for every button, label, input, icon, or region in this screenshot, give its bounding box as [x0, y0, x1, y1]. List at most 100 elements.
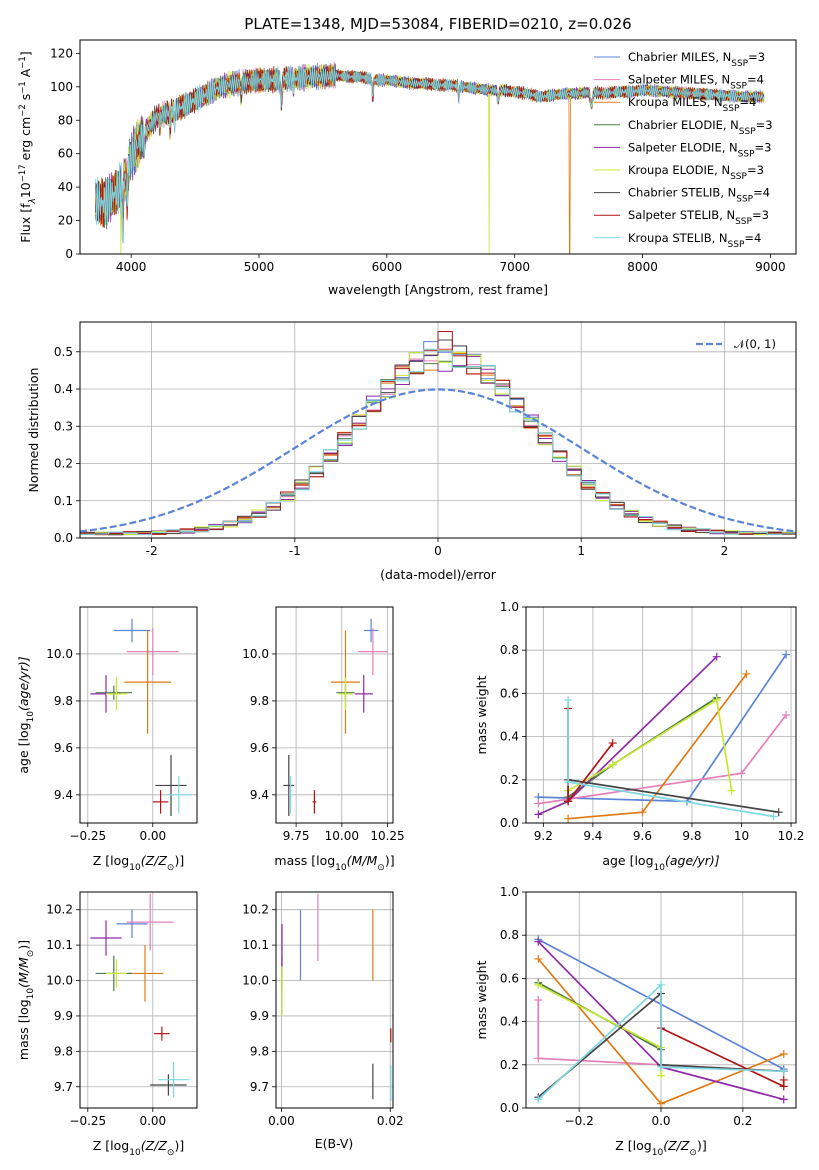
y-tick-label: 0.0 [500, 816, 519, 830]
x-tick-label: 7000 [499, 260, 530, 274]
x-axis-label: E(B-V) [315, 1136, 354, 1151]
y-axis-label-part: λ [28, 198, 38, 204]
z-weight-panel: −0.2 0.0 0.2 0.0 0.2 0.4 0.6 0.8 1.0 Z [log10(Z/Z… [474, 885, 797, 1158]
z-mass-panel: −0.25 0.009.79.89.910.010.110.2Z [log10(Z… [16, 891, 198, 1158]
ticks [272, 909, 391, 1112]
legend-entry: Salpeter MILES, NSSP=4 [628, 73, 764, 92]
x-axis-label-part: (Z/Z [141, 1138, 168, 1153]
x-axis-label: Z [log10(Z/Z⊙)] [615, 1138, 706, 1158]
legend-entry-part: =3 [748, 50, 765, 64]
axes-frame [525, 891, 797, 1109]
legend-entry-part: SSP [735, 217, 752, 227]
x-axis-label-part: Z [log [93, 853, 129, 868]
weight-marker [534, 810, 543, 819]
weight-line [567, 698, 733, 792]
legend-entry-part: SSP [736, 195, 753, 205]
legend-entry: Chabrier ELODIE, NSSP=3 [628, 118, 773, 137]
weight-marker [712, 652, 721, 661]
y-tick-label: 9.4 [250, 788, 269, 802]
ticks [76, 653, 154, 827]
y-axis-label: mass weight [474, 675, 489, 754]
weight-marker [782, 650, 791, 659]
weight-marker [727, 786, 736, 795]
x-tick-label: 5000 [244, 260, 275, 274]
weight-line [537, 982, 784, 1101]
legend-entry: Chabrier STELIB, NSSP=4 [628, 186, 770, 205]
y-tick-label: 1.0 [500, 885, 519, 899]
x-tick-label: 1 [577, 544, 585, 558]
y-axis-label-part: s [18, 94, 33, 105]
y-tick-label: 0.1 [54, 494, 73, 508]
y-tick-label: 9.9 [250, 1009, 269, 1023]
y-axis-label-part: (M/M [16, 957, 31, 988]
y-axis-label-part: −1 [18, 56, 28, 69]
legend-entry-part: =4 [739, 95, 756, 109]
age-weight-panel: 9.2 9.4 9.6 9.8 10 10.2 0.0 0.2 0.4 0.6 0.8 1.0 age … [474, 600, 804, 873]
y-tick-label: 0.5 [54, 345, 73, 359]
weight-marker [564, 777, 573, 786]
axes-frame [275, 891, 394, 1109]
y-axis-label-part: −2 [18, 104, 28, 117]
legend-entry: Salpeter ELODIE, NSSP=3 [628, 140, 771, 159]
y-axis-label-part: (age/yr)] [16, 656, 31, 711]
x-axis-label-part: )] [385, 853, 395, 868]
legend-entry-part: Salpeter MILES, N [628, 73, 730, 87]
weight-marker [657, 1099, 665, 1108]
x-tick-label: 9.2 [534, 829, 553, 843]
legend-entry: Kroupa ELODIE, NSSP=3 [628, 163, 764, 182]
weight-marker [779, 1067, 788, 1076]
y-tick-label: 0 [65, 247, 73, 261]
y-tick-label: 9.4 [54, 788, 73, 802]
y-axis-label-part: A [18, 68, 33, 81]
y-tick-label: 9.8 [250, 694, 269, 708]
weight-marker [779, 1050, 788, 1058]
x-tick-label: 9.8 [682, 829, 701, 843]
x-tick-label: 0.00 [139, 829, 166, 843]
x-tick-label: −0.2 [565, 1114, 594, 1128]
x-tick-label: −0.25 [69, 1114, 106, 1128]
legend-entry: Salpeter STELIB, NSSP=3 [628, 208, 769, 227]
legend-entry-part: SSP [738, 149, 755, 159]
x-axis-label-part: )] [697, 1138, 707, 1153]
legend-entry-part: SSP [730, 82, 747, 92]
axes-frame [79, 606, 198, 824]
y-axis-label-part: mass [log [16, 999, 31, 1060]
x-tick-label: 4000 [116, 260, 147, 274]
x-axis-label-part: Z [log [93, 1138, 129, 1153]
x-axis-label-part: 10 [654, 863, 666, 873]
weight-marker [782, 711, 791, 719]
y-axis-label-part: 10 [26, 711, 36, 723]
x-tick-label: 9.75 [283, 829, 310, 843]
x-axis-label-part: 10 [129, 863, 141, 873]
x-tick-label: 10.2 [778, 829, 805, 843]
y-axis-label: mass [log10(M/M⊙)] [16, 940, 36, 1060]
x-tick-label: 0.2 [733, 1114, 752, 1128]
y-axis-label-part: ⊙ [26, 950, 36, 958]
y-tick-label: 20 [58, 214, 73, 228]
y-axis-label-part: ] [18, 51, 33, 56]
x-tick-label: 2 [721, 544, 729, 558]
mass-age-panel: 9.75 10.00 10.25 9.4 9.6 9.8 10.0 mass [log10(M… [242, 606, 405, 873]
y-tick-label: 0.3 [54, 419, 73, 433]
weight-marker [564, 695, 573, 704]
ticks [522, 891, 744, 1112]
y-tick-label: 9.8 [54, 1044, 73, 1058]
weight-marker [657, 1062, 665, 1071]
x-axis-label-part: 10 [652, 1148, 664, 1158]
y-tick-label: 0.4 [500, 1015, 519, 1029]
y-tick-label: 0.2 [500, 1058, 519, 1072]
x-axis-label: age [log10(age/yr)] [602, 853, 719, 873]
legend-entry-part: Chabrier MILES, N [628, 50, 731, 64]
weight-marker [774, 808, 783, 817]
weight-marker [742, 669, 751, 678]
y-tick-label: 10.0 [46, 647, 73, 661]
y-tick-label: 10.2 [46, 903, 73, 917]
legend-entry-part: Kroupa MILES, N [628, 95, 723, 109]
x-axis-label-part: (Z/Z [141, 853, 168, 868]
ticks [76, 52, 771, 258]
weight-marker [657, 980, 665, 989]
y-tick-label: 10.1 [46, 938, 73, 952]
y-tick-label: 9.6 [250, 741, 269, 755]
